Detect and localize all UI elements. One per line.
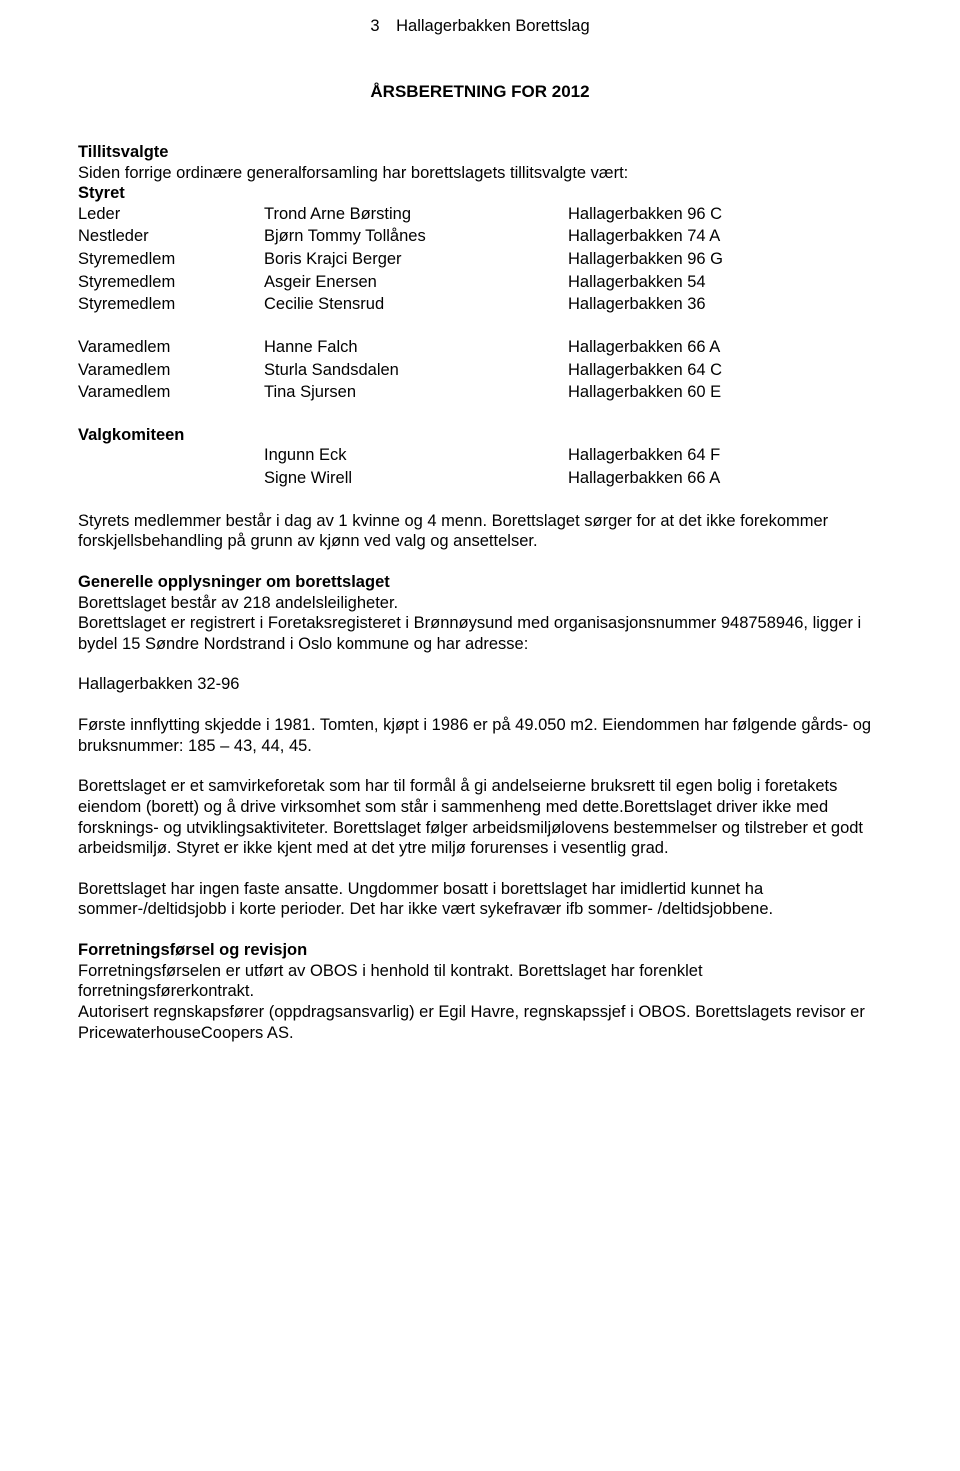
cell-role bbox=[78, 445, 264, 468]
cell-addr: Hallagerbakken 60 E bbox=[568, 382, 882, 405]
paragraph-andelsleiligheter: Borettslaget består av 218 andelsleiligh… bbox=[78, 593, 882, 614]
cell-name: Signe Wirell bbox=[264, 468, 568, 491]
table-row: Ingunn Eck Hallagerbakken 64 F bbox=[78, 445, 882, 468]
page-header: 3 Hallagerbakken Borettslag bbox=[78, 16, 882, 37]
table-row: Leder Trond Arne Børsting Hallagerbakken… bbox=[78, 204, 882, 227]
cell-name: Cecilie Stensrud bbox=[264, 294, 568, 317]
section-tillitsvalgte: Tillitsvalgte Siden forrige ordinære gen… bbox=[78, 142, 882, 183]
paragraph-regnskapsforer: Autorisert regnskapsfører (oppdragsansva… bbox=[78, 1002, 882, 1043]
heading-styret: Styret bbox=[78, 183, 882, 204]
cell-role: Varamedlem bbox=[78, 360, 264, 383]
table-row: Signe Wirell Hallagerbakken 66 A bbox=[78, 468, 882, 491]
cell-addr: Hallagerbakken 66 A bbox=[568, 468, 882, 491]
table-row: Varamedlem Hanne Falch Hallagerbakken 66… bbox=[78, 337, 882, 360]
heading-forretningsforsel: Forretningsførsel og revisjon bbox=[78, 940, 882, 961]
cell-addr: Hallagerbakken 54 bbox=[568, 272, 882, 295]
cell-addr: Hallagerbakken 66 A bbox=[568, 337, 882, 360]
cell-role: Varamedlem bbox=[78, 382, 264, 405]
cell-role: Styremedlem bbox=[78, 249, 264, 272]
table-row: Nestleder Bjørn Tommy Tollånes Hallagerb… bbox=[78, 226, 882, 249]
cell-addr: Hallagerbakken 96 C bbox=[568, 204, 882, 227]
cell-name: Hanne Falch bbox=[264, 337, 568, 360]
section-generelle: Generelle opplysninger om borettslaget B… bbox=[78, 572, 882, 655]
cell-name: Asgeir Enersen bbox=[264, 272, 568, 295]
cell-role: Varamedlem bbox=[78, 337, 264, 360]
heading-generelle: Generelle opplysninger om borettslaget bbox=[78, 572, 882, 593]
table-varamedlem: Varamedlem Hanne Falch Hallagerbakken 66… bbox=[78, 337, 882, 405]
table-row: Varamedlem Tina Sjursen Hallagerbakken 6… bbox=[78, 382, 882, 405]
cell-name: Boris Krajci Berger bbox=[264, 249, 568, 272]
paragraph-registrert: Borettslaget er registrert i Foretaksreg… bbox=[78, 613, 882, 654]
cell-addr: Hallagerbakken 64 F bbox=[568, 445, 882, 468]
cell-name: Tina Sjursen bbox=[264, 382, 568, 405]
paragraph-samvirkeforetak: Borettslaget er et samvirkeforetak som h… bbox=[78, 776, 882, 859]
table-row: Styremedlem Boris Krajci Berger Hallager… bbox=[78, 249, 882, 272]
table-styret: Leder Trond Arne Børsting Hallagerbakken… bbox=[78, 204, 882, 317]
table-row: Styremedlem Cecilie Stensrud Hallagerbak… bbox=[78, 294, 882, 317]
paragraph-innflytting: Første innflytting skjedde i 1981. Tomte… bbox=[78, 715, 882, 756]
cell-name: Ingunn Eck bbox=[264, 445, 568, 468]
cell-role: Nestleder bbox=[78, 226, 264, 249]
table-row: Styremedlem Asgeir Enersen Hallagerbakke… bbox=[78, 272, 882, 295]
paragraph-styrets-medlemmer: Styrets medlemmer består i dag av 1 kvin… bbox=[78, 511, 882, 552]
cell-addr: Hallagerbakken 64 C bbox=[568, 360, 882, 383]
paragraph-forretningsforsel: Forretningsførselen er utført av OBOS i … bbox=[78, 961, 882, 1002]
cell-name: Trond Arne Børsting bbox=[264, 204, 568, 227]
intro-tillitsvalgte: Siden forrige ordinære generalforsamling… bbox=[78, 163, 882, 184]
page-number: 3 bbox=[370, 16, 379, 37]
heading-tillitsvalgte: Tillitsvalgte bbox=[78, 142, 882, 163]
cell-name: Bjørn Tommy Tollånes bbox=[264, 226, 568, 249]
cell-role: Leder bbox=[78, 204, 264, 227]
cell-role bbox=[78, 468, 264, 491]
heading-valgkomiteen: Valgkomiteen bbox=[78, 425, 882, 446]
cell-role: Styremedlem bbox=[78, 272, 264, 295]
document-page: 3 Hallagerbakken Borettslag ÅRSBERETNING… bbox=[0, 0, 960, 1471]
paragraph-adresse: Hallagerbakken 32-96 bbox=[78, 674, 882, 695]
table-valgkomiteen: Ingunn Eck Hallagerbakken 64 F Signe Wir… bbox=[78, 445, 882, 490]
header-org-name: Hallagerbakken Borettslag bbox=[396, 16, 590, 37]
cell-role: Styremedlem bbox=[78, 294, 264, 317]
cell-addr: Hallagerbakken 96 G bbox=[568, 249, 882, 272]
cell-name: Sturla Sandsdalen bbox=[264, 360, 568, 383]
cell-addr: Hallagerbakken 36 bbox=[568, 294, 882, 317]
cell-addr: Hallagerbakken 74 A bbox=[568, 226, 882, 249]
paragraph-ansatte: Borettslaget har ingen faste ansatte. Un… bbox=[78, 879, 882, 920]
section-forretningsforsel: Forretningsførsel og revisjon Forretning… bbox=[78, 940, 882, 1043]
table-row: Varamedlem Sturla Sandsdalen Hallagerbak… bbox=[78, 360, 882, 383]
report-title: ÅRSBERETNING FOR 2012 bbox=[78, 81, 882, 102]
